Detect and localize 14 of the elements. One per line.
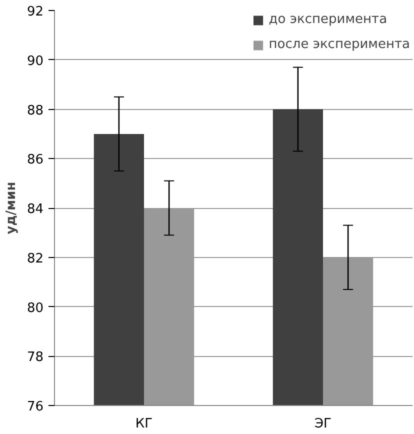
y-tick-label: 82	[26, 251, 44, 266]
y-tick-label: 90	[26, 54, 44, 69]
y-axis-title: уд/мин	[4, 182, 19, 234]
y-tick-label: 92	[26, 4, 44, 20]
y-tick-label: 88	[26, 103, 44, 118]
y-tick-label: 78	[26, 350, 44, 366]
y-tick-label: 86	[26, 152, 44, 168]
x-tick-label: КГ	[135, 416, 153, 432]
y-tick-label: 80	[26, 300, 44, 316]
y-tick-label: 84	[26, 202, 44, 217]
x-tick-label: ЭГ	[314, 416, 332, 432]
legend-label: до эксперимента	[268, 12, 388, 27]
legend-label: после эксперимента	[268, 37, 410, 52]
y-tick-label: 76	[26, 400, 44, 414]
